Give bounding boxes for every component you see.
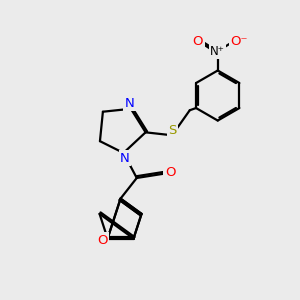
Text: N: N — [124, 97, 134, 110]
Text: O: O — [97, 233, 107, 247]
Text: N: N — [120, 152, 130, 165]
Text: O: O — [165, 166, 175, 179]
Text: S: S — [168, 124, 176, 137]
Text: N⁺: N⁺ — [210, 45, 225, 58]
Text: O⁻: O⁻ — [230, 34, 248, 48]
Text: O: O — [193, 34, 203, 48]
